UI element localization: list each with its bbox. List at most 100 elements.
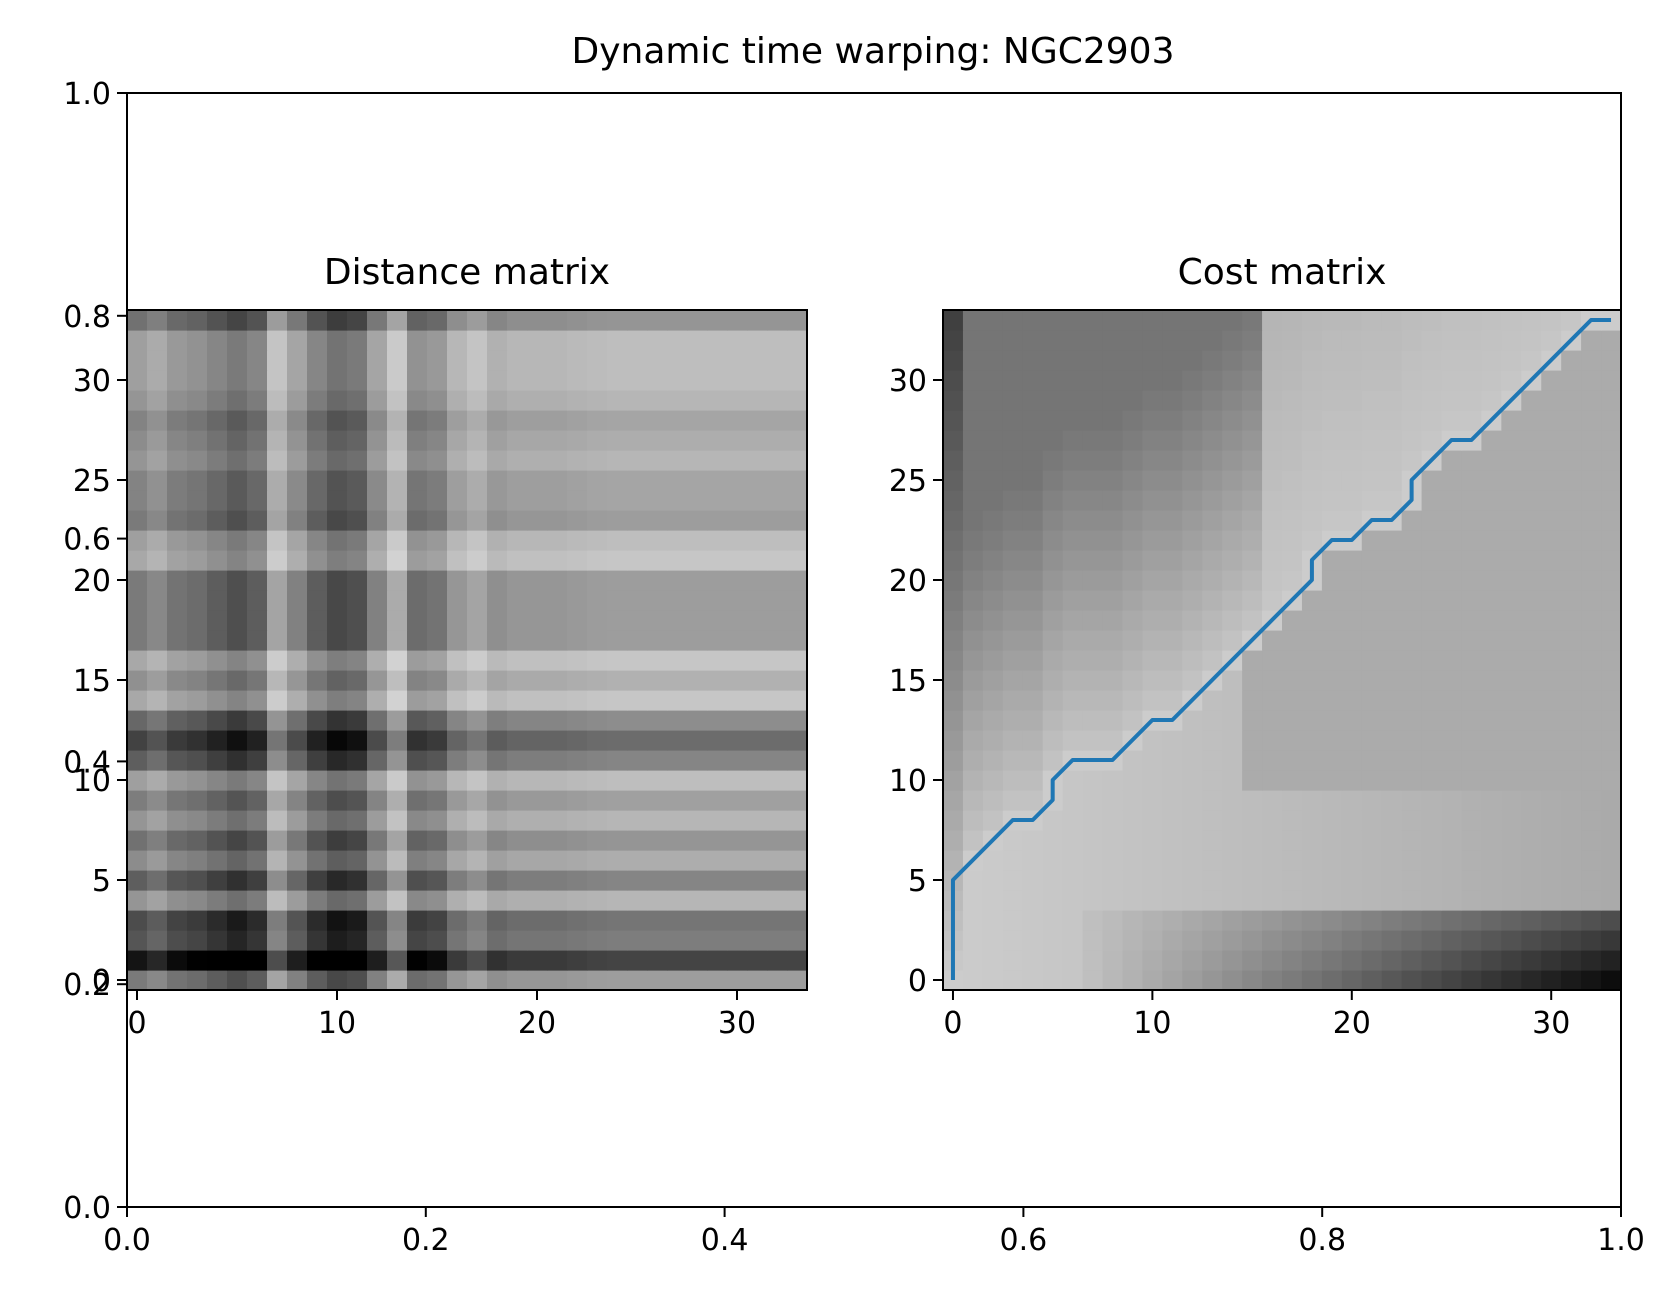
distance-cell	[207, 930, 228, 951]
cost-cell	[1441, 370, 1463, 391]
distance-cell	[287, 710, 308, 731]
distance-cell	[767, 930, 788, 951]
cost-cell	[1461, 370, 1483, 391]
distance-cell	[507, 750, 528, 771]
distance-cell	[647, 330, 668, 351]
distance-cell	[247, 590, 268, 611]
cost-cell	[1202, 390, 1223, 411]
distance-cell	[367, 610, 388, 631]
cost-cell	[1381, 770, 1403, 791]
cost-cell	[1601, 490, 1622, 511]
cost-cell	[1142, 690, 1163, 711]
cost-cell	[1082, 530, 1104, 551]
distance-cell	[227, 730, 248, 751]
distance-cell	[587, 730, 608, 751]
cost-cell	[1601, 690, 1622, 711]
cost-cell	[1501, 870, 1522, 891]
distance-cell	[207, 650, 228, 671]
distance-cell	[167, 650, 188, 671]
distance-cell	[147, 810, 168, 831]
cost-cell	[1282, 930, 1303, 951]
distance-cell	[467, 670, 488, 691]
cost-cell	[1421, 870, 1443, 891]
distance-cell	[487, 950, 508, 971]
distance-cell	[207, 530, 228, 551]
distance-cell	[167, 610, 188, 631]
cost-cell	[1501, 350, 1522, 371]
distance-cell	[767, 350, 788, 371]
distance-cell	[487, 390, 508, 411]
cost-cell	[1321, 570, 1343, 591]
distance-cell	[327, 670, 348, 691]
cost-cell	[1042, 710, 1064, 731]
distance-cell	[507, 670, 528, 691]
cost-cell	[1182, 930, 1203, 951]
distance-cell	[367, 850, 388, 871]
distance-cell	[747, 730, 768, 751]
cost-cell	[1541, 790, 1562, 811]
cost-cell	[1461, 630, 1483, 651]
cost-cell	[1341, 970, 1363, 991]
distance-cell	[427, 750, 448, 771]
cost-cell	[1481, 730, 1502, 751]
cost-cell	[1182, 970, 1203, 991]
cost-cell	[1501, 750, 1522, 771]
distance-cell	[167, 310, 188, 331]
cost-cell	[1321, 510, 1343, 531]
distance-cell	[247, 830, 268, 851]
distance-cell	[627, 530, 648, 551]
cost-cell	[1481, 830, 1502, 851]
distance-cell	[387, 430, 408, 451]
distance-cell	[387, 890, 408, 911]
distance-cell	[747, 450, 768, 471]
distance-cell	[747, 710, 768, 731]
cost-cell	[1441, 890, 1463, 911]
cost-cell	[1481, 330, 1502, 351]
distance-cell	[727, 410, 748, 431]
cost-cell	[1062, 830, 1084, 851]
cost-cell	[1441, 610, 1463, 631]
distance-cell	[207, 750, 228, 771]
distance-cell	[647, 750, 668, 771]
distance-cell	[607, 430, 628, 451]
distance-cell	[367, 690, 388, 711]
cost-cell	[1122, 950, 1144, 971]
cost-cell	[1262, 750, 1283, 771]
cost-cell	[1282, 950, 1303, 971]
distance-cell	[207, 350, 228, 371]
distance-cell	[187, 590, 208, 611]
distance-cell	[787, 450, 808, 471]
distance-cell	[767, 870, 788, 891]
distance-cell	[487, 810, 508, 831]
distance-cell	[347, 390, 368, 411]
distance-cell	[427, 650, 448, 671]
distance-cell	[367, 970, 388, 991]
distance-cell	[727, 550, 748, 571]
cost-cell	[1601, 790, 1622, 811]
distance-cell	[287, 670, 308, 691]
cost-cell	[1002, 770, 1024, 791]
distance-cell	[367, 470, 388, 491]
cost-cell	[1142, 730, 1163, 751]
distance-cell	[347, 810, 368, 831]
distance-cell	[187, 510, 208, 531]
cost-cell	[1321, 830, 1343, 851]
distance-cell	[667, 490, 688, 511]
cost-cell	[1561, 790, 1582, 811]
cost-cell	[1262, 430, 1283, 451]
distance-cell	[507, 850, 528, 871]
cost-cell	[1042, 850, 1064, 871]
cost-cell	[1062, 690, 1084, 711]
cost-cell	[1102, 370, 1124, 391]
cost-cell	[1002, 690, 1024, 711]
distance-cell	[507, 770, 528, 791]
cost-cell	[1262, 730, 1283, 751]
cost-cell	[1461, 470, 1483, 491]
cost-cell	[1082, 390, 1104, 411]
cost-cell	[1282, 430, 1303, 451]
cost-cell	[1501, 970, 1522, 991]
cost-cell	[1541, 530, 1562, 551]
cost-cell	[1122, 570, 1144, 591]
distance-cell	[327, 490, 348, 511]
cost-cell	[1541, 410, 1562, 431]
